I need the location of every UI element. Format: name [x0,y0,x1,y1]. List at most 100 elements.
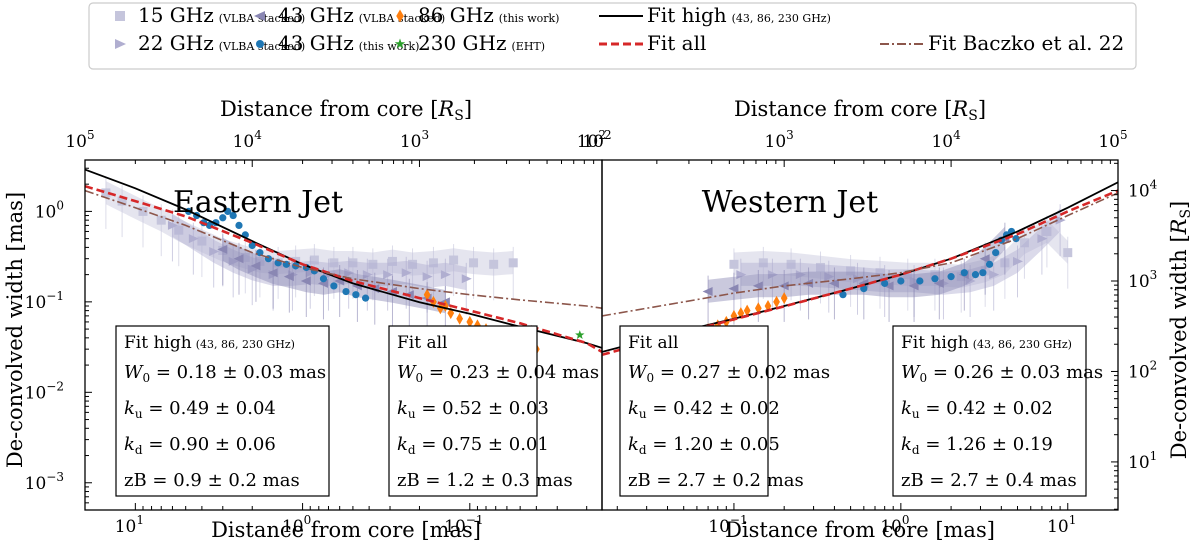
legend-label: 86 GHz (this work) [418,3,559,27]
top-tick-label: 103 [765,128,794,152]
data-point [422,272,433,282]
data-point [881,279,889,287]
data-point [401,268,412,278]
fit-box-line: ku = 0.49 ± 0.04 [124,398,276,421]
fit-box-line: kd = 0.90 ± 0.06 [124,434,276,457]
data-point [828,278,839,288]
data-point [971,271,980,279]
legend-label: 43 GHz (this work) [278,31,419,55]
data-point [248,241,256,250]
y-right-tick-label: 103 [1128,268,1157,292]
data-point [767,270,778,280]
data-point [1055,215,1066,225]
data-point [489,259,499,269]
bottom-xlabel-east: Distance from core [mas] [211,518,481,542]
data-point [722,315,730,328]
top-tick-label: 105 [65,128,94,152]
data-point [815,262,825,272]
data-point [440,270,451,280]
data-point [197,236,207,246]
fit-parameter-box: Fit high (43, 86, 230 GHz) W0 = 0.18 ± 0.0… [115,325,330,497]
data-point [743,304,751,317]
data-point [1019,238,1029,248]
fit-box-title: Fit all [397,333,447,353]
fit-box-line: W0 = 0.18 ± 0.03 mas [124,362,326,385]
data-point [174,225,184,235]
data-point [469,258,479,268]
data-point [728,284,739,294]
fit-box-line: kd = 1.20 ± 0.05 [628,434,780,457]
fit-box-line: ku = 0.42 ± 0.02 [901,398,1053,421]
legend-entry: Fit all [599,31,706,55]
data-point [846,266,856,276]
legend-marker-icon [396,9,404,23]
data-point [138,206,148,216]
data-point [903,270,913,280]
legend-entry: Fit high (43, 86, 230 GHz) [599,3,831,27]
fit-line [602,192,1118,317]
data-point [240,252,250,262]
data-point [348,258,358,268]
x-tick-label: 101 [115,513,144,537]
fit-parameter-box: Fit all W0 = 0.27 ± 0.02 mas ku = 0.42 ± 0… [619,325,830,497]
data-point [575,330,585,339]
data-point [916,277,924,285]
data-point [897,277,905,285]
data-point [156,215,166,225]
data-point [250,261,261,271]
data-point [167,220,178,230]
fit-box-line: zB = 2.7 ± 0.2 mas [628,470,804,491]
legend-entry: Fit Baczko et al. 22 [880,31,1124,55]
data-point [229,211,237,220]
data-point [960,269,968,277]
data-point [860,285,868,293]
legend-marker-icon [256,40,264,48]
data-point [736,270,747,280]
fit-box-line: zB = 2.7 ± 0.4 mas [901,470,1077,491]
panel-title: Eastern Jet [173,185,343,220]
fit-box-line: W0 = 0.26 ± 0.03 mas [901,362,1103,385]
data-point [933,278,944,288]
legend-frame [88,2,1137,70]
top-tick-label: 104 [233,128,263,152]
fit-line [85,184,602,354]
fit-box-line: ku = 0.42 ± 0.02 [628,398,780,421]
data-point [383,270,394,280]
data-point [875,268,885,278]
data-point [1042,226,1052,236]
data-point [342,287,350,296]
fit-box-title: Fit all [628,333,678,353]
data-point [947,273,955,281]
data-point [436,302,444,315]
data-point [908,281,919,291]
data-point [956,272,966,282]
y-tick-label: 10−2 [25,379,64,403]
data-point [428,258,438,268]
data-point [729,259,739,269]
data-point [883,281,894,291]
fit-line [85,168,602,349]
data-point [344,268,355,278]
error-band [105,181,514,276]
data-point [117,196,127,206]
data-point [235,221,243,230]
data-point [461,274,472,284]
data-point [423,288,431,301]
data-point [267,268,278,278]
data-point [702,287,713,297]
data-point [387,256,397,266]
data-point [449,255,459,265]
fit-parameter-box: Fit high (43, 86, 230 GHz) W0 = 0.26 ± 0.0… [892,325,1103,497]
data-point [319,275,328,283]
panel-frame [601,159,1119,511]
fit-box-line: W0 = 0.27 ± 0.02 mas [628,362,830,385]
top-tick-label: 105 [1098,128,1127,152]
data-point [309,255,319,265]
y-right-tick-label: 101 [1128,449,1157,473]
fit-box-frame [619,325,769,497]
top-xlabel-east: Distance from core [RS] [220,97,472,124]
data-point [758,258,768,268]
error-band [172,213,467,291]
